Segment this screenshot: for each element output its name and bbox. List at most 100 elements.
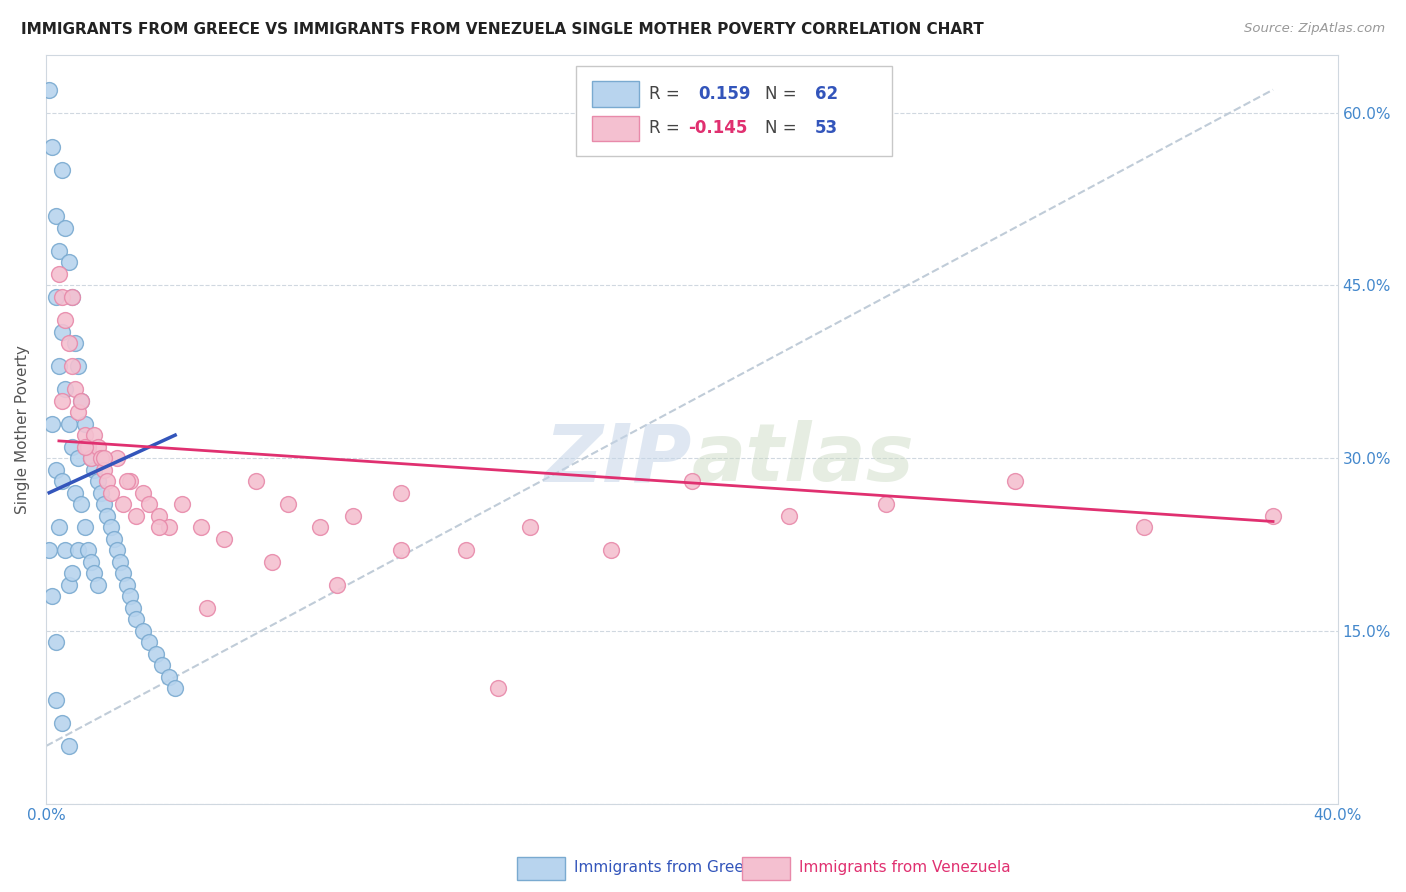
Point bbox=[342, 508, 364, 523]
Point bbox=[309, 520, 332, 534]
Point bbox=[58, 336, 80, 351]
Text: Source: ZipAtlas.com: Source: ZipAtlas.com bbox=[1244, 22, 1385, 36]
Text: atlas: atlas bbox=[692, 420, 914, 499]
Point bbox=[48, 520, 70, 534]
Point bbox=[519, 520, 541, 534]
Point bbox=[63, 336, 86, 351]
Point bbox=[115, 578, 138, 592]
Point bbox=[41, 140, 63, 154]
Point bbox=[63, 485, 86, 500]
Point bbox=[138, 497, 160, 511]
Point bbox=[53, 382, 76, 396]
Text: 53: 53 bbox=[814, 120, 838, 137]
Text: 62: 62 bbox=[814, 85, 838, 103]
Point bbox=[38, 543, 60, 558]
Point bbox=[45, 635, 67, 649]
Point bbox=[150, 658, 173, 673]
Point bbox=[875, 497, 897, 511]
Text: N =: N = bbox=[765, 120, 803, 137]
Point bbox=[83, 566, 105, 581]
Point bbox=[60, 290, 83, 304]
Point bbox=[58, 417, 80, 431]
Point bbox=[190, 520, 212, 534]
Point bbox=[103, 532, 125, 546]
Point bbox=[73, 440, 96, 454]
Text: ZIP: ZIP bbox=[544, 420, 692, 499]
Point bbox=[325, 578, 347, 592]
Point bbox=[48, 267, 70, 281]
Point bbox=[100, 485, 122, 500]
Point bbox=[67, 359, 90, 373]
Point bbox=[212, 532, 235, 546]
Point bbox=[60, 566, 83, 581]
Point bbox=[48, 244, 70, 258]
Point bbox=[53, 543, 76, 558]
Point bbox=[145, 647, 167, 661]
Point bbox=[80, 451, 103, 466]
Point bbox=[112, 497, 135, 511]
Point bbox=[41, 417, 63, 431]
FancyBboxPatch shape bbox=[592, 81, 638, 107]
Point bbox=[77, 543, 100, 558]
Point bbox=[51, 393, 73, 408]
Point bbox=[67, 543, 90, 558]
Point bbox=[1133, 520, 1156, 534]
Point bbox=[45, 693, 67, 707]
Point bbox=[600, 543, 623, 558]
Point bbox=[1261, 508, 1284, 523]
Point bbox=[157, 670, 180, 684]
Y-axis label: Single Mother Poverty: Single Mother Poverty bbox=[15, 345, 30, 514]
Point bbox=[165, 681, 187, 696]
Point bbox=[70, 497, 93, 511]
Point bbox=[51, 325, 73, 339]
Text: Immigrants from Greece: Immigrants from Greece bbox=[574, 860, 762, 874]
FancyBboxPatch shape bbox=[592, 116, 638, 141]
Point bbox=[53, 220, 76, 235]
Point bbox=[58, 578, 80, 592]
Point bbox=[53, 313, 76, 327]
Point bbox=[148, 520, 170, 534]
Point bbox=[77, 440, 100, 454]
Point bbox=[60, 440, 83, 454]
Point bbox=[148, 508, 170, 523]
Point bbox=[118, 590, 141, 604]
Point bbox=[260, 555, 283, 569]
Point bbox=[77, 440, 100, 454]
Point bbox=[454, 543, 477, 558]
Point bbox=[58, 255, 80, 269]
Point bbox=[112, 566, 135, 581]
Point bbox=[83, 428, 105, 442]
Point bbox=[157, 520, 180, 534]
Point bbox=[51, 474, 73, 488]
Point bbox=[138, 635, 160, 649]
Point bbox=[73, 428, 96, 442]
Point bbox=[83, 463, 105, 477]
Text: R =: R = bbox=[650, 120, 685, 137]
Point bbox=[90, 451, 112, 466]
Point bbox=[63, 382, 86, 396]
FancyBboxPatch shape bbox=[575, 66, 891, 156]
Point bbox=[125, 612, 148, 626]
Point bbox=[105, 451, 128, 466]
Point bbox=[70, 393, 93, 408]
Text: IMMIGRANTS FROM GREECE VS IMMIGRANTS FROM VENEZUELA SINGLE MOTHER POVERTY CORREL: IMMIGRANTS FROM GREECE VS IMMIGRANTS FRO… bbox=[21, 22, 984, 37]
Point bbox=[41, 590, 63, 604]
Point bbox=[67, 405, 90, 419]
Point bbox=[45, 290, 67, 304]
Point bbox=[86, 578, 108, 592]
Point bbox=[70, 393, 93, 408]
Point bbox=[67, 451, 90, 466]
Point bbox=[86, 440, 108, 454]
Point bbox=[277, 497, 299, 511]
Point bbox=[96, 508, 118, 523]
Point bbox=[105, 543, 128, 558]
Point bbox=[197, 600, 219, 615]
Text: N =: N = bbox=[765, 85, 803, 103]
Point bbox=[125, 508, 148, 523]
Point bbox=[60, 290, 83, 304]
Point bbox=[122, 600, 145, 615]
Text: Immigrants from Venezuela: Immigrants from Venezuela bbox=[799, 860, 1011, 874]
Text: R =: R = bbox=[650, 85, 685, 103]
Point bbox=[51, 163, 73, 178]
Point bbox=[778, 508, 800, 523]
